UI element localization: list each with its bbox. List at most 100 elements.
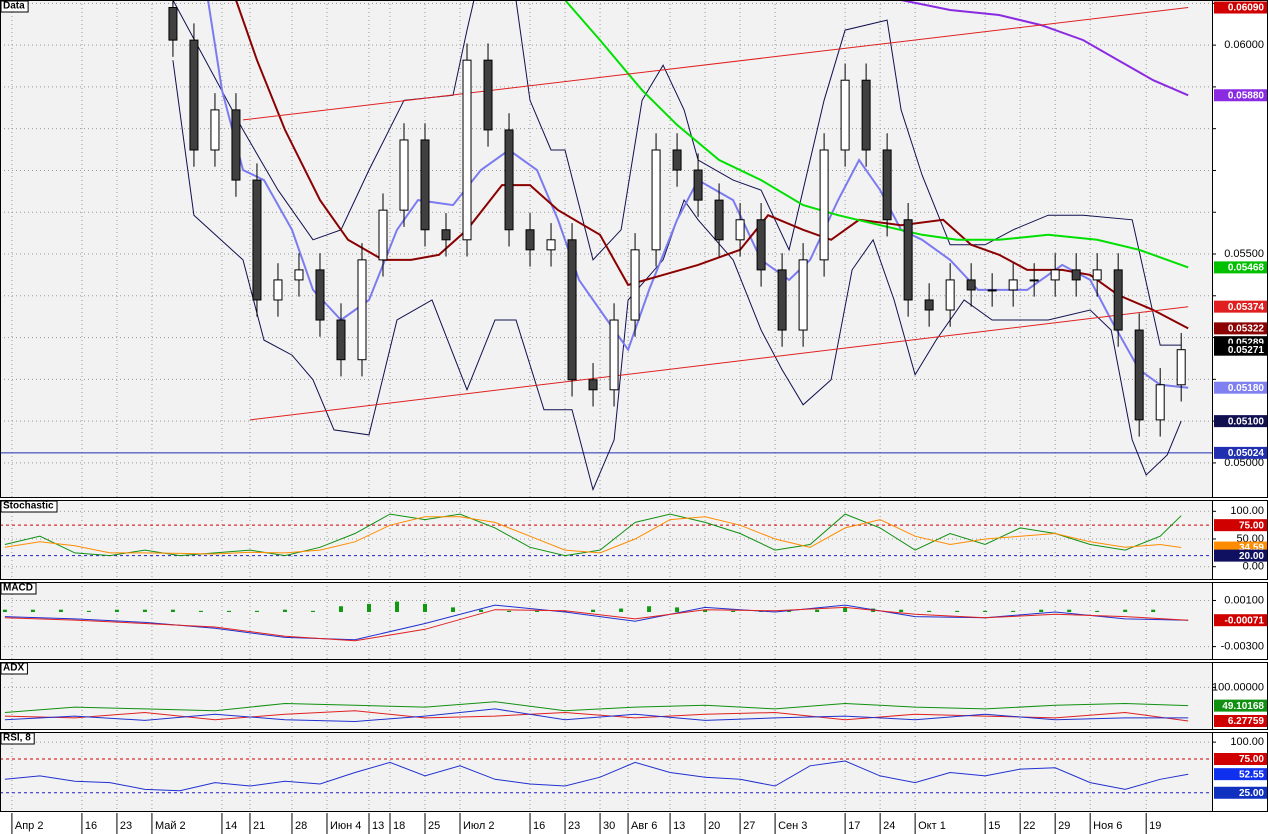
price-badge — [1214, 446, 1267, 459]
panel-title: Stochastic — [3, 501, 54, 512]
price-badge-label: 25.00 — [1239, 788, 1264, 799]
price-badge — [1214, 768, 1267, 781]
histogram-bar — [86, 610, 91, 612]
panel-background — [0, 0, 1212, 498]
panel-plot — [0, 662, 1212, 730]
histogram-bar — [507, 610, 512, 612]
histogram-bar — [703, 609, 708, 612]
candle-body — [1050, 269, 1060, 281]
candle-body — [567, 239, 577, 381]
histogram-bar — [1011, 610, 1016, 612]
y-tick-label: -0.00300 — [1221, 641, 1264, 653]
price-badge — [1214, 415, 1267, 428]
candle-body — [252, 179, 262, 301]
candle-body — [504, 129, 514, 231]
histogram-bar — [394, 601, 399, 612]
y-tick-label: 100.00000 — [1212, 681, 1264, 693]
x-tick-label: 30 — [603, 820, 615, 832]
candle-body — [924, 299, 934, 311]
candle-body — [798, 259, 808, 331]
candle-body — [336, 319, 346, 361]
candle-body — [1092, 269, 1102, 281]
x-tick-label: 27 — [743, 820, 755, 832]
price-badge-label: 0.05468 — [1228, 263, 1265, 274]
histogram-bar — [899, 609, 904, 612]
histogram-bar — [983, 610, 988, 612]
x-tick-label: 14 — [225, 820, 237, 832]
price-scale-background — [1212, 0, 1268, 498]
price-badge-label: -0.00071 — [1225, 615, 1265, 626]
candle-body — [1134, 329, 1144, 421]
histogram-bar — [647, 606, 652, 612]
candle-body — [462, 59, 472, 241]
histogram-bar — [1151, 609, 1156, 612]
price-badge — [1214, 614, 1267, 627]
candle-body — [945, 279, 955, 311]
x-tick-label: Авг 6 — [631, 820, 657, 832]
x-tick-label: 15 — [988, 820, 1000, 832]
price-badge — [1214, 519, 1267, 532]
overlay-line — [564, 0, 1189, 269]
panel-plot — [0, 582, 1212, 660]
panel-plot — [0, 0, 1212, 498]
price-badge-label: 0.05322 — [1228, 324, 1265, 335]
x-tick-label: Апр 2 — [15, 820, 44, 832]
x-axis-background — [0, 813, 1268, 834]
candle-body — [273, 279, 283, 301]
candle-body — [294, 269, 304, 281]
histogram-bar — [114, 609, 119, 612]
y-tick-label: 100.00 — [1230, 736, 1264, 748]
panel-title-box — [0, 582, 37, 595]
histogram-bar — [254, 610, 259, 612]
histogram-bar — [731, 610, 736, 612]
price-badge — [1214, 381, 1267, 394]
histogram-bar — [1095, 610, 1100, 612]
price-badge-label: 0.05180 — [1228, 383, 1265, 394]
candle-body — [231, 109, 241, 181]
panel-plot — [0, 732, 1212, 812]
candle-body — [651, 149, 661, 251]
x-tick-label: 28 — [295, 820, 307, 832]
panel-title: RSI, 8 — [3, 733, 31, 744]
candle-body — [672, 149, 682, 171]
histogram-bar — [843, 607, 848, 612]
x-tick-label: Май 2 — [155, 820, 186, 832]
y-tick-label: 0.05000 — [1224, 457, 1264, 469]
price-badge-label: 49.10168 — [1222, 701, 1264, 712]
histogram-bar — [423, 603, 428, 612]
x-tick-label: 16 — [533, 820, 545, 832]
indicator-line — [4, 606, 1189, 642]
price-badge — [1214, 89, 1267, 102]
panel-background — [0, 582, 1212, 660]
histogram-bar — [535, 610, 540, 612]
price-badge — [1214, 1, 1267, 14]
candle-body — [588, 379, 598, 391]
histogram-bar — [591, 609, 596, 612]
candle-body — [1008, 279, 1018, 291]
histogram-bar — [170, 609, 175, 612]
panel-title-box — [0, 662, 28, 675]
histogram-bar — [1039, 609, 1044, 612]
histogram-bar — [366, 603, 371, 612]
price-badge — [1214, 549, 1267, 562]
x-tick-label: 23 — [568, 820, 580, 832]
histogram-bar — [310, 610, 315, 612]
panel-title-box — [0, 0, 29, 13]
price-badge — [1214, 343, 1267, 356]
x-tick-label: 19 — [1149, 820, 1161, 832]
histogram-bar — [479, 609, 484, 612]
histogram-bar — [927, 610, 932, 612]
x-tick-label: Июн 4 — [330, 820, 361, 832]
x-tick-label: 25 — [428, 820, 440, 832]
price-badge-label: 0.05289 — [1228, 337, 1265, 348]
candle-body — [966, 279, 976, 291]
candle-body — [441, 229, 451, 241]
histogram-bar — [619, 608, 624, 612]
x-tick-label: 18 — [393, 820, 405, 832]
y-tick-label: 0.05500 — [1224, 248, 1264, 260]
panel-background — [0, 500, 1212, 580]
x-tick-label: 22 — [1023, 820, 1035, 832]
x-tick-label: 29 — [1058, 820, 1070, 832]
histogram-bar — [58, 609, 63, 612]
